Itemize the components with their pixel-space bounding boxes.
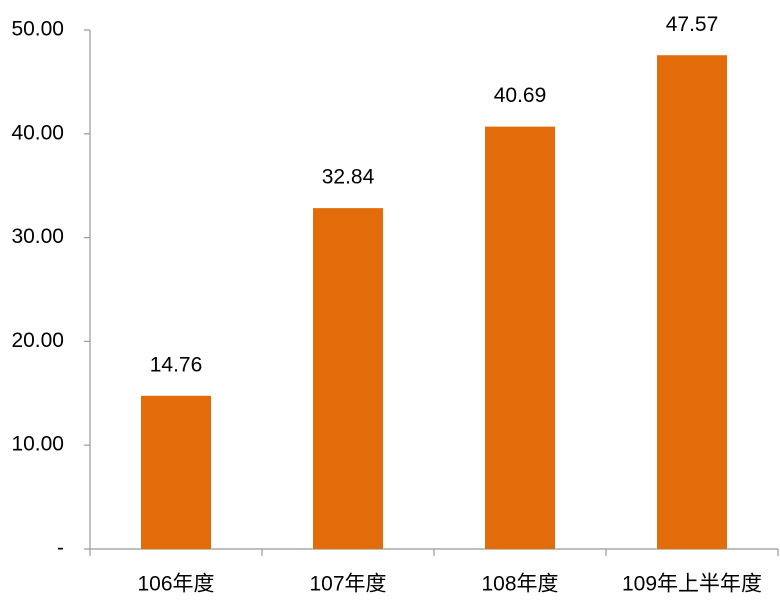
x-tick-label: 106年度 xyxy=(137,573,214,596)
data-label: 47.57 xyxy=(666,13,719,36)
data-label: 40.69 xyxy=(494,84,547,107)
y-tick-label: - xyxy=(57,537,64,560)
bar xyxy=(485,126,555,549)
bar xyxy=(141,395,211,549)
y-tick-label: 10.00 xyxy=(11,433,64,456)
bar xyxy=(657,55,727,550)
x-tick-label: 109年上半年度 xyxy=(622,573,762,596)
y-tick-label: 50.00 xyxy=(11,18,64,41)
bar xyxy=(313,208,383,550)
data-label: 14.76 xyxy=(150,353,203,376)
y-tick-label: 30.00 xyxy=(11,225,64,248)
data-label: 32.84 xyxy=(322,166,375,189)
y-tick-label: 20.00 xyxy=(11,329,64,352)
x-tick-label: 108年度 xyxy=(481,573,558,596)
x-tick-label: 107年度 xyxy=(309,573,386,596)
y-tick-label: 40.00 xyxy=(11,121,64,144)
